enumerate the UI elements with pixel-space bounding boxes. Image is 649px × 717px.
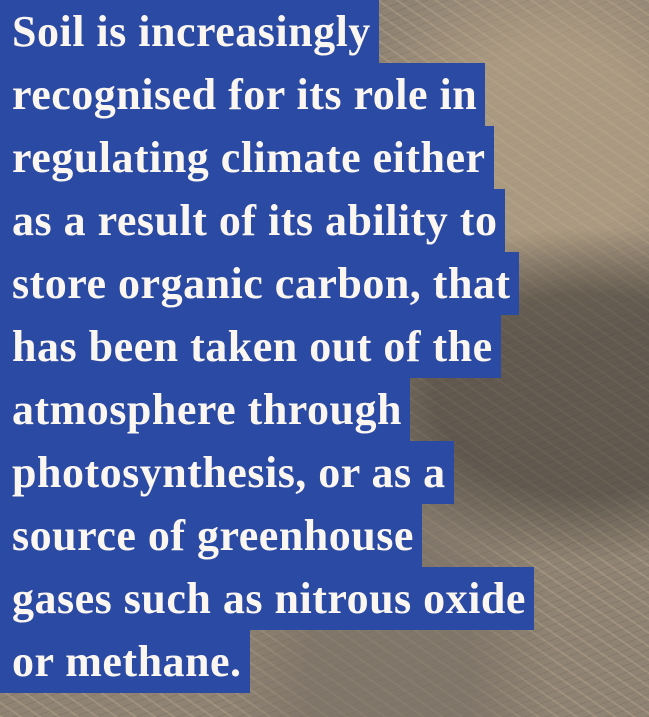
quote-line: source of greenhouse <box>0 504 422 567</box>
quote-line: gases such as nitrous oxide <box>0 567 534 630</box>
quote-line: Soil is increasingly <box>0 0 379 63</box>
quote-line: as a result of its ability to <box>0 189 505 252</box>
quote-line: store organic carbon, that <box>0 252 519 315</box>
quote-line: has been taken out of the <box>0 315 501 378</box>
quote-line: regulating climate either <box>0 126 494 189</box>
quote-line: or methane. <box>0 630 250 693</box>
quote-line: atmosphere through <box>0 378 410 441</box>
quote-line: recognised for its role in <box>0 63 485 126</box>
quote-line: photosynthesis, or as a <box>0 441 454 504</box>
page: {"quote": {"lines": [ "Soil is increasin… <box>0 0 649 717</box>
soil-background: Soil is increasinglyrecognised for its r… <box>0 0 649 717</box>
